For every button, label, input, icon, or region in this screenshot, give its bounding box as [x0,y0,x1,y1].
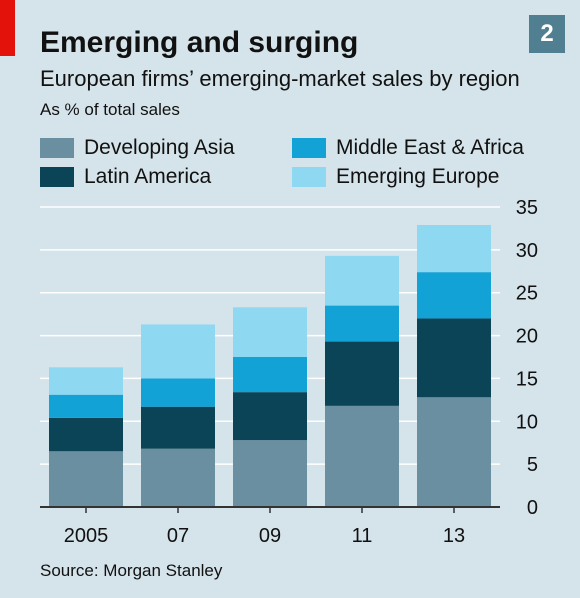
legend-item-developing-asia: Developing Asia [40,136,235,160]
y-tick-label: 0 [527,497,538,519]
legend-label: Latin America [84,165,212,188]
brand-accent-bar [0,0,15,56]
x-tick-label: 07 [167,525,189,547]
bar-segment-latin-america [417,318,491,398]
y-tick-label: 30 [516,240,538,262]
bar-segment-middle-east-africa [417,272,491,319]
y-tick-label: 35 [516,197,538,219]
legend-swatch [292,167,326,187]
bar-segment-developing-asia [49,451,123,507]
bar-segment-emerging-europe [417,225,491,273]
x-tick-label: 09 [259,525,281,547]
legend-swatch [292,138,326,158]
bar-segment-middle-east-africa [141,378,215,407]
bar-segment-emerging-europe [233,307,307,357]
chart-title: Emerging and surging [40,26,359,59]
bar-segment-latin-america [325,341,399,406]
legend-label: Emerging Europe [336,165,500,188]
y-tick-label: 25 [516,283,538,305]
legend-swatch [40,167,74,187]
legend-item-emerging-europe: Emerging Europe [292,165,499,189]
chart-number-badge: 2 [529,15,565,53]
bar-segment-middle-east-africa [325,305,399,342]
legend-label: Developing Asia [84,136,235,159]
x-tick-label: 2005 [64,525,109,547]
y-tick-label: 15 [516,368,538,390]
y-tick-label: 20 [516,326,538,348]
x-tick-label: 13 [443,525,465,547]
bar-segment-latin-america [141,406,215,449]
bar-segment-developing-asia [417,397,491,507]
chart-subtitle: European firms’ emerging-market sales by… [40,66,520,91]
legend-swatch [40,138,74,158]
legend-item-middle-east-africa: Middle East & Africa [292,136,524,160]
bar-segment-middle-east-africa [233,357,307,393]
bar-segment-developing-asia [141,448,215,507]
source-note: Source: Morgan Stanley [40,561,223,580]
y-tick-label: 10 [516,411,538,433]
y-tick-label: 5 [527,454,538,476]
bar-segment-emerging-europe [141,324,215,379]
unit-label: As % of total sales [40,100,180,119]
bar-segment-middle-east-africa [49,394,123,418]
x-tick-label: 11 [352,525,373,547]
bar-segment-developing-asia [233,440,307,507]
bar-segment-emerging-europe [325,255,399,306]
legend-item-latin-america: Latin America [40,165,211,189]
bar-segment-emerging-europe [49,367,123,395]
legend-label: Middle East & Africa [336,136,524,159]
bar-segment-latin-america [233,392,307,441]
bar-segment-developing-asia [325,405,399,507]
bar-segment-latin-america [49,417,123,452]
